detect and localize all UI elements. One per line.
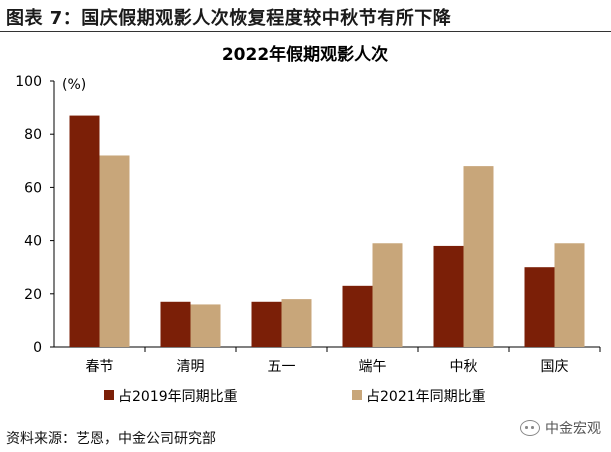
bars	[69, 115, 585, 347]
bar-2021	[281, 299, 312, 347]
bar-2019	[433, 245, 464, 347]
bar-2019	[251, 301, 282, 347]
bar-2021	[190, 304, 221, 347]
bar-2019	[342, 285, 373, 347]
watermark: 中金宏观	[520, 418, 601, 438]
x-tick-label: 国庆	[541, 359, 569, 375]
bar-2021	[372, 243, 403, 347]
legend-label: 占2019年同期比重	[118, 389, 238, 405]
y-tick-label: 0	[33, 340, 42, 356]
bar-2021	[554, 243, 585, 347]
y-tick-label: 40	[24, 234, 42, 250]
bar-2019	[524, 267, 555, 347]
y-axis-unit: (%)	[62, 77, 86, 93]
x-tick-label: 中秋	[450, 359, 478, 375]
source-note: 资料来源：艺恩，中金公司研究部	[6, 431, 216, 447]
x-tick-label: 端午	[359, 359, 387, 375]
y-tick-label: 20	[24, 287, 42, 303]
y-tick-label: 100	[15, 74, 42, 90]
bar-2021	[99, 155, 130, 347]
legend: 占2019年同期比重 占2021年同期比重	[104, 389, 486, 405]
legend-label: 占2021年同期比重	[366, 389, 486, 405]
x-tick-label: 五一	[268, 359, 296, 375]
y-tick-label: 60	[24, 180, 42, 196]
x-tick-label: 清明	[177, 359, 205, 375]
bar-2021	[463, 166, 494, 347]
watermark-label: 中金宏观	[545, 421, 601, 437]
axes	[50, 80, 601, 352]
axis-labels: 0 20 40 60 80 100 春节 清明 五一 端午 中秋 国庆	[15, 74, 568, 375]
legend-swatch	[352, 390, 362, 400]
y-tick-label: 80	[24, 127, 42, 143]
bar-2019	[160, 301, 191, 347]
x-tick-label: 春节	[86, 359, 114, 375]
chart-title: 2022年假期观影人次	[222, 44, 388, 65]
wechat-icon	[520, 420, 540, 436]
figure-header: 图表 7：国庆假期观影人次恢复程度较中秋节有所下降	[6, 8, 452, 29]
legend-swatch	[104, 390, 114, 400]
header-rule	[0, 31, 611, 32]
bar-2019	[69, 115, 100, 347]
